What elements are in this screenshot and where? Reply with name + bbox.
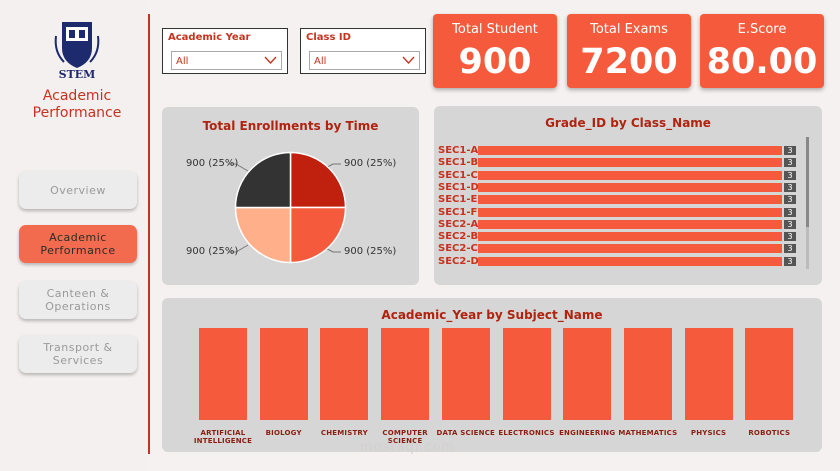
subject-category-label: CHEMISTRY (320, 429, 368, 437)
class-bar[interactable] (478, 232, 782, 242)
pie-slice-label-bottom-right: 900 (25%) (344, 246, 397, 257)
pie-leader-line (235, 244, 249, 253)
subject-bar[interactable] (381, 328, 430, 420)
subject-category-label: PHYSICS (690, 429, 727, 437)
pie-slice[interactable] (289, 206, 347, 264)
nav-transport-services-button[interactable]: Transport & Services (19, 335, 137, 373)
subject-category-label: ENGINEERING (559, 429, 616, 437)
subject-category-label: ARTIFICIAL INTELLIGENCE (193, 429, 253, 445)
academic-year-dropdown[interactable]: All (171, 51, 282, 70)
class-bar-value-label: 3 (784, 146, 796, 155)
subject-bar[interactable] (563, 328, 612, 420)
kpi-total-student-value: 900 (458, 42, 532, 82)
academic-year-value: All (176, 56, 189, 67)
kpi-escore-value: 80.00 (706, 42, 818, 82)
kpi-total-exams-label: Total Exams (590, 22, 668, 37)
school-crest-icon: STEM (54, 22, 100, 80)
nav-overview-button[interactable]: Overview (19, 171, 137, 209)
class-category-label: SEC1-D (438, 181, 479, 193)
class-bar-value-label: 3 (784, 195, 796, 205)
kpi-escore-card: E.Score 80.00 (700, 14, 824, 88)
class-id-label: Class ID (306, 32, 351, 43)
pie-leader-line (235, 163, 249, 172)
class-bar-value-label: 3 (784, 244, 796, 254)
class-category-label: SEC1-E (438, 194, 478, 206)
pie-slice[interactable] (234, 206, 292, 264)
class-category-label: SEC2-A (438, 218, 479, 230)
pie-chart-title: Total Enrollments by Time (202, 119, 379, 133)
pie-slice-label-top-right: 900 (25%) (344, 158, 397, 169)
nav-canteen-operations-button[interactable]: Canteen & Operations (19, 281, 137, 319)
subject-category-label: BIOLOGY (265, 429, 302, 437)
class-bar-value-label: 3 (784, 256, 796, 266)
academic-year-slicer: Academic Year All (162, 28, 288, 74)
app-title: Academic Performance (32, 88, 122, 121)
class-bar[interactable] (478, 170, 782, 180)
subject-category-label: ROBOTICS (748, 429, 791, 437)
grade-by-class-chart: SEC1-A 3 SEC1-B 3 SEC1-C 3 SEC1-D 3 SEC1-E 3 SEC1-… (434, 106, 822, 285)
subject-bar[interactable] (502, 328, 551, 420)
subject-bar[interactable] (745, 328, 794, 420)
class-category-label: SEC1-C (438, 169, 478, 181)
class-chart-title: Grade_ID by Class_Name (545, 116, 711, 130)
kpi-total-student-label: Total Student (452, 22, 538, 37)
subject-bar[interactable] (623, 328, 672, 420)
subject-bar[interactable] (199, 328, 247, 420)
subject-chart-title: Academic_Year by Subject_Name (381, 308, 603, 322)
enrollments-pie-chart (228, 151, 347, 264)
class-bar[interactable] (478, 146, 782, 155)
class-bar[interactable] (478, 244, 782, 254)
year-by-subject-chart: ARTIFICIAL INTELLIGENCE BIOLOGY CHEMISTRY C… (162, 298, 822, 452)
class-bar-value-label: 3 (784, 170, 796, 180)
class-category-label: SEC1-A (438, 145, 479, 156)
class-bar[interactable] (478, 158, 782, 168)
subject-bar[interactable] (320, 328, 369, 420)
chevron-down-icon (402, 56, 415, 64)
subject-category-label: MATHEMATICS (618, 429, 678, 437)
class-category-label: SEC2-D (438, 255, 479, 267)
kpi-total-exams-card: Total Exams 7200 (567, 14, 691, 88)
kpi-total-student-card: Total Student 900 (433, 14, 557, 88)
subject-category-label: DATA SCIENCE (436, 429, 496, 437)
pie-slice[interactable] (234, 151, 292, 209)
subject-bar[interactable] (684, 328, 733, 420)
kpi-escore-label: E.Score (737, 22, 787, 37)
class-chart-scroll-thumb[interactable] (806, 137, 809, 227)
class-category-label: SEC2-B (438, 231, 479, 243)
sidebar: STEM Academic Performance Overview Acade… (0, 0, 148, 471)
class-bar-value-label: 3 (784, 158, 796, 168)
chevron-down-icon (264, 56, 277, 64)
subject-category-label: ELECTRONICS (498, 429, 555, 437)
pie-slice-label-bottom-left: 900 (25%) (186, 246, 239, 257)
pie-slice-label-top-left: 900 (25%) (186, 158, 239, 169)
class-category-label: SEC1-F (438, 206, 478, 218)
class-id-value: All (314, 56, 327, 67)
class-bar-value-label: 3 (784, 232, 796, 242)
class-bar[interactable] (478, 182, 782, 192)
subject-bar[interactable] (259, 328, 308, 420)
kpi-total-exams-value: 7200 (580, 42, 678, 82)
class-bar[interactable] (478, 207, 782, 217)
nav-academic-performance-button[interactable]: Academic Performance (19, 225, 137, 263)
class-bar[interactable] (478, 256, 782, 266)
class-id-slicer: Class ID All (300, 28, 426, 74)
class-category-label: SEC2-C (438, 243, 478, 255)
class-bar-value-label: 3 (784, 207, 796, 217)
class-bar-value-label: 3 (784, 219, 796, 229)
class-id-dropdown[interactable]: All (309, 51, 420, 70)
sidebar-divider (148, 14, 150, 454)
svg-text:STEM: STEM (59, 68, 96, 80)
class-bar-value-label: 3 (784, 182, 796, 192)
pie-slice[interactable] (289, 151, 347, 209)
class-bar[interactable] (478, 219, 782, 229)
class-bar[interactable] (478, 195, 782, 205)
academic-year-label: Academic Year (168, 32, 251, 43)
subject-category-label: COMPUTER SCIENCE (382, 429, 428, 445)
watermark-text: mostaql.com (360, 440, 456, 455)
subject-bar[interactable] (441, 328, 490, 420)
class-category-label: SEC1-B (438, 157, 479, 169)
